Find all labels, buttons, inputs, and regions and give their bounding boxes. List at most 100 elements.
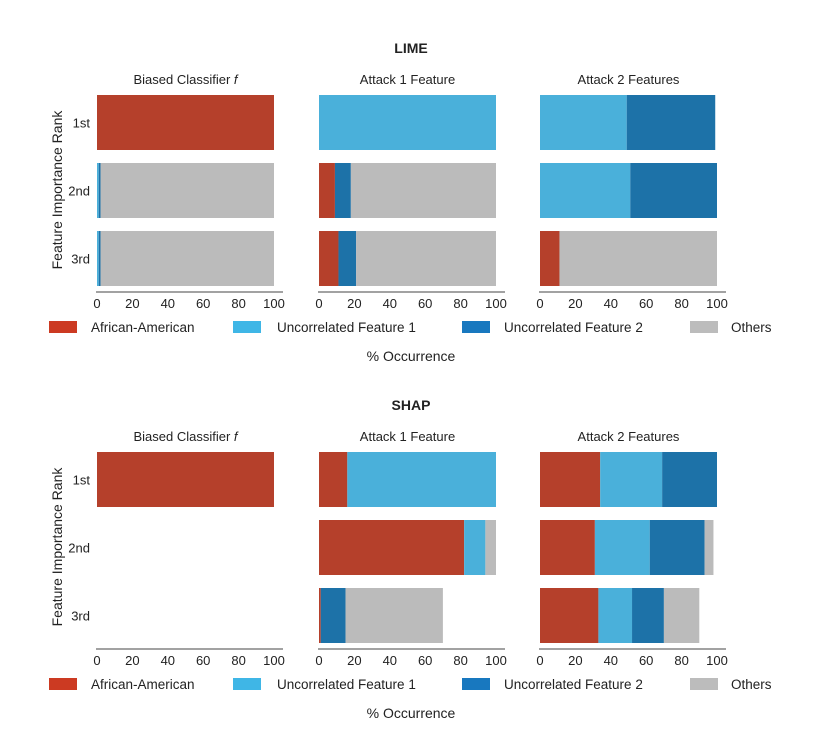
shap-rank-label-1st: 1st <box>73 473 91 488</box>
shap-legend-swatch-others <box>690 678 718 690</box>
lime-panel-1-bar-3rd-uncorrelated-feature-2 <box>338 231 357 286</box>
shap-panel-2-bar-2nd-african-american <box>540 520 595 575</box>
lime-panel-0-x-tick-100: 100 <box>263 296 285 311</box>
shap-panel-2-bar-3rd-african-american <box>540 588 599 643</box>
lime-panel-0-bar-3rd-others <box>100 231 274 286</box>
shap-panel-2-x-tick-100: 100 <box>706 653 728 668</box>
lime-panel-0-x-tick-20: 20 <box>125 296 139 311</box>
lime-panel-1-x-tick-80: 80 <box>453 296 467 311</box>
shap-panel-1-x-tick-60: 60 <box>418 653 432 668</box>
shap-panel-2-bar-1st-uncorrelated-feature-1 <box>600 452 663 507</box>
shap-panel-2-x-tick-0: 0 <box>536 653 543 668</box>
lime-legend-swatch-others <box>690 321 718 333</box>
lime-panel-1-x-tick-100: 100 <box>485 296 507 311</box>
lime-panel-2-x-tick-0: 0 <box>536 296 543 311</box>
lime-panel-0-bar-2nd-uncorrelated-feature-2 <box>98 163 101 218</box>
shap-panel-1-bar-2nd-african-american <box>319 520 465 575</box>
shap-group-title: SHAP <box>392 397 431 413</box>
shap-legend-swatch-uncorrelated-feature-2 <box>462 678 490 690</box>
shap-panel-2-bar-3rd-uncorrelated-feature-2 <box>632 588 664 643</box>
shap-panel-2-x-tick-60: 60 <box>639 653 653 668</box>
lime-rank-label-3rd: 3rd <box>71 252 90 267</box>
shap-panel-1-bar-2nd-uncorrelated-feature-1 <box>464 520 486 575</box>
lime-x-axis-label: % Occurrence <box>367 348 456 364</box>
shap-panel-2-bar-2nd-others <box>704 520 714 575</box>
shap-legend-swatch-african-american <box>49 678 77 690</box>
shap-panel-1-bar-1st-uncorrelated-feature-1 <box>347 452 496 507</box>
shap-panel-0-x-tick-60: 60 <box>196 653 210 668</box>
shap-panel-2-bar-3rd-others <box>663 588 700 643</box>
lime-panel-2-x-tick-40: 40 <box>604 296 618 311</box>
lime-panel-1-x-tick-40: 40 <box>383 296 397 311</box>
shap-y-axis-label: Feature Importance Rank <box>49 467 65 627</box>
lime-panel-0-bar-1st-african-american <box>97 95 274 150</box>
shap-panel-1-bar-3rd-others <box>345 588 443 643</box>
lime-panel-2-bar-2nd-uncorrelated-feature-1 <box>540 163 631 218</box>
shap-panel-2-bar-3rd-uncorrelated-feature-1 <box>598 588 633 643</box>
lime-panel-1-bar-2nd-african-american <box>319 163 335 218</box>
lime-panel-0-bar-3rd-uncorrelated-feature-2 <box>98 231 101 286</box>
lime-panel-1-bar-1st-uncorrelated-feature-1 <box>319 95 496 150</box>
lime-panel-2-bar-1st-uncorrelated-feature-2 <box>626 95 716 150</box>
lime-group-title: LIME <box>394 40 427 56</box>
shap-panel-2-x-tick-80: 80 <box>674 653 688 668</box>
lime-panel-1-x-tick-0: 0 <box>315 296 322 311</box>
lime-panel-2-x-tick-100: 100 <box>706 296 728 311</box>
lime-panel-0-x-tick-80: 80 <box>231 296 245 311</box>
shap-rank-label-3rd: 3rd <box>71 609 90 624</box>
lime-legend-label-uncorrelated-feature-1: Uncorrelated Feature 1 <box>277 320 416 335</box>
shap-panel-title-2: Attack 2 Features <box>578 429 680 444</box>
shap-panel-2-bar-2nd-uncorrelated-feature-2 <box>649 520 705 575</box>
shap-panel-2-bar-2nd-uncorrelated-feature-1 <box>594 520 650 575</box>
lime-panel-0-bar-2nd-uncorrelated-feature-1 <box>97 163 99 218</box>
shap-panel-1-bar-1st-african-american <box>319 452 348 507</box>
shap-panel-2-bar-1st-african-american <box>540 452 601 507</box>
lime-panel-1-bar-2nd-uncorrelated-feature-2 <box>334 163 351 218</box>
lime-rank-label-1st: 1st <box>73 116 91 131</box>
lime-legend-label-others: Others <box>731 320 772 335</box>
shap-panel-0-x-tick-100: 100 <box>263 653 285 668</box>
shap-panel-2-x-tick-40: 40 <box>604 653 618 668</box>
shap-rank-label-2nd: 2nd <box>68 541 90 556</box>
lime-panel-1-bar-3rd-african-american <box>319 231 339 286</box>
shap-panel-1-x-tick-0: 0 <box>315 653 322 668</box>
lime-panel-2-x-tick-80: 80 <box>674 296 688 311</box>
lime-panel-1-bar-2nd-others <box>350 163 496 218</box>
shap-panel-1-x-tick-40: 40 <box>383 653 397 668</box>
shap-panel-0-bar-1st-african-american <box>97 452 274 507</box>
shap-panel-2-bar-1st-uncorrelated-feature-2 <box>662 452 717 507</box>
shap-panel-1-x-tick-20: 20 <box>347 653 361 668</box>
lime-panel-2-bar-1st-uncorrelated-feature-1 <box>540 95 627 150</box>
lime-panel-2-bar-2nd-uncorrelated-feature-2 <box>630 163 717 218</box>
lime-panel-0-x-tick-40: 40 <box>161 296 175 311</box>
lime-panel-2-x-tick-60: 60 <box>639 296 653 311</box>
lime-legend-swatch-uncorrelated-feature-1 <box>233 321 261 333</box>
shap-panel-1-x-tick-100: 100 <box>485 653 507 668</box>
lime-panel-0-bar-3rd-uncorrelated-feature-1 <box>97 231 99 286</box>
lime-panel-title-1: Attack 1 Feature <box>360 72 455 87</box>
lime-panel-0-bar-2nd-others <box>100 163 274 218</box>
shap-panel-title-1: Attack 1 Feature <box>360 429 455 444</box>
shap-panel-1-bar-2nd-others <box>485 520 496 575</box>
shap-panel-0-x-tick-40: 40 <box>161 653 175 668</box>
shap-panel-0-x-tick-0: 0 <box>93 653 100 668</box>
shap-panel-title-0: Biased Classifier f <box>133 429 238 444</box>
lime-panel-1-x-tick-60: 60 <box>418 296 432 311</box>
lime-legend-swatch-african-american <box>49 321 77 333</box>
lime-panel-title-2: Attack 2 Features <box>578 72 680 87</box>
shap-panel-2-x-tick-20: 20 <box>568 653 582 668</box>
shap-panel-0-x-tick-80: 80 <box>231 653 245 668</box>
shap-legend-label-uncorrelated-feature-1: Uncorrelated Feature 1 <box>277 677 416 692</box>
lime-panel-0-x-tick-60: 60 <box>196 296 210 311</box>
shap-legend-label-others: Others <box>731 677 772 692</box>
shap-panel-0-x-tick-20: 20 <box>125 653 139 668</box>
lime-panel-1-bar-3rd-others <box>356 231 496 286</box>
lime-legend-label-uncorrelated-feature-2: Uncorrelated Feature 2 <box>504 320 643 335</box>
lime-legend-label-african-american: African-American <box>91 320 195 335</box>
shap-panel-1-bar-3rd-african-american <box>319 588 321 643</box>
shap-legend-label-uncorrelated-feature-2: Uncorrelated Feature 2 <box>504 677 643 692</box>
lime-panel-2-bar-3rd-others <box>559 231 717 286</box>
shap-panel-1-x-tick-80: 80 <box>453 653 467 668</box>
lime-rank-label-2nd: 2nd <box>68 184 90 199</box>
